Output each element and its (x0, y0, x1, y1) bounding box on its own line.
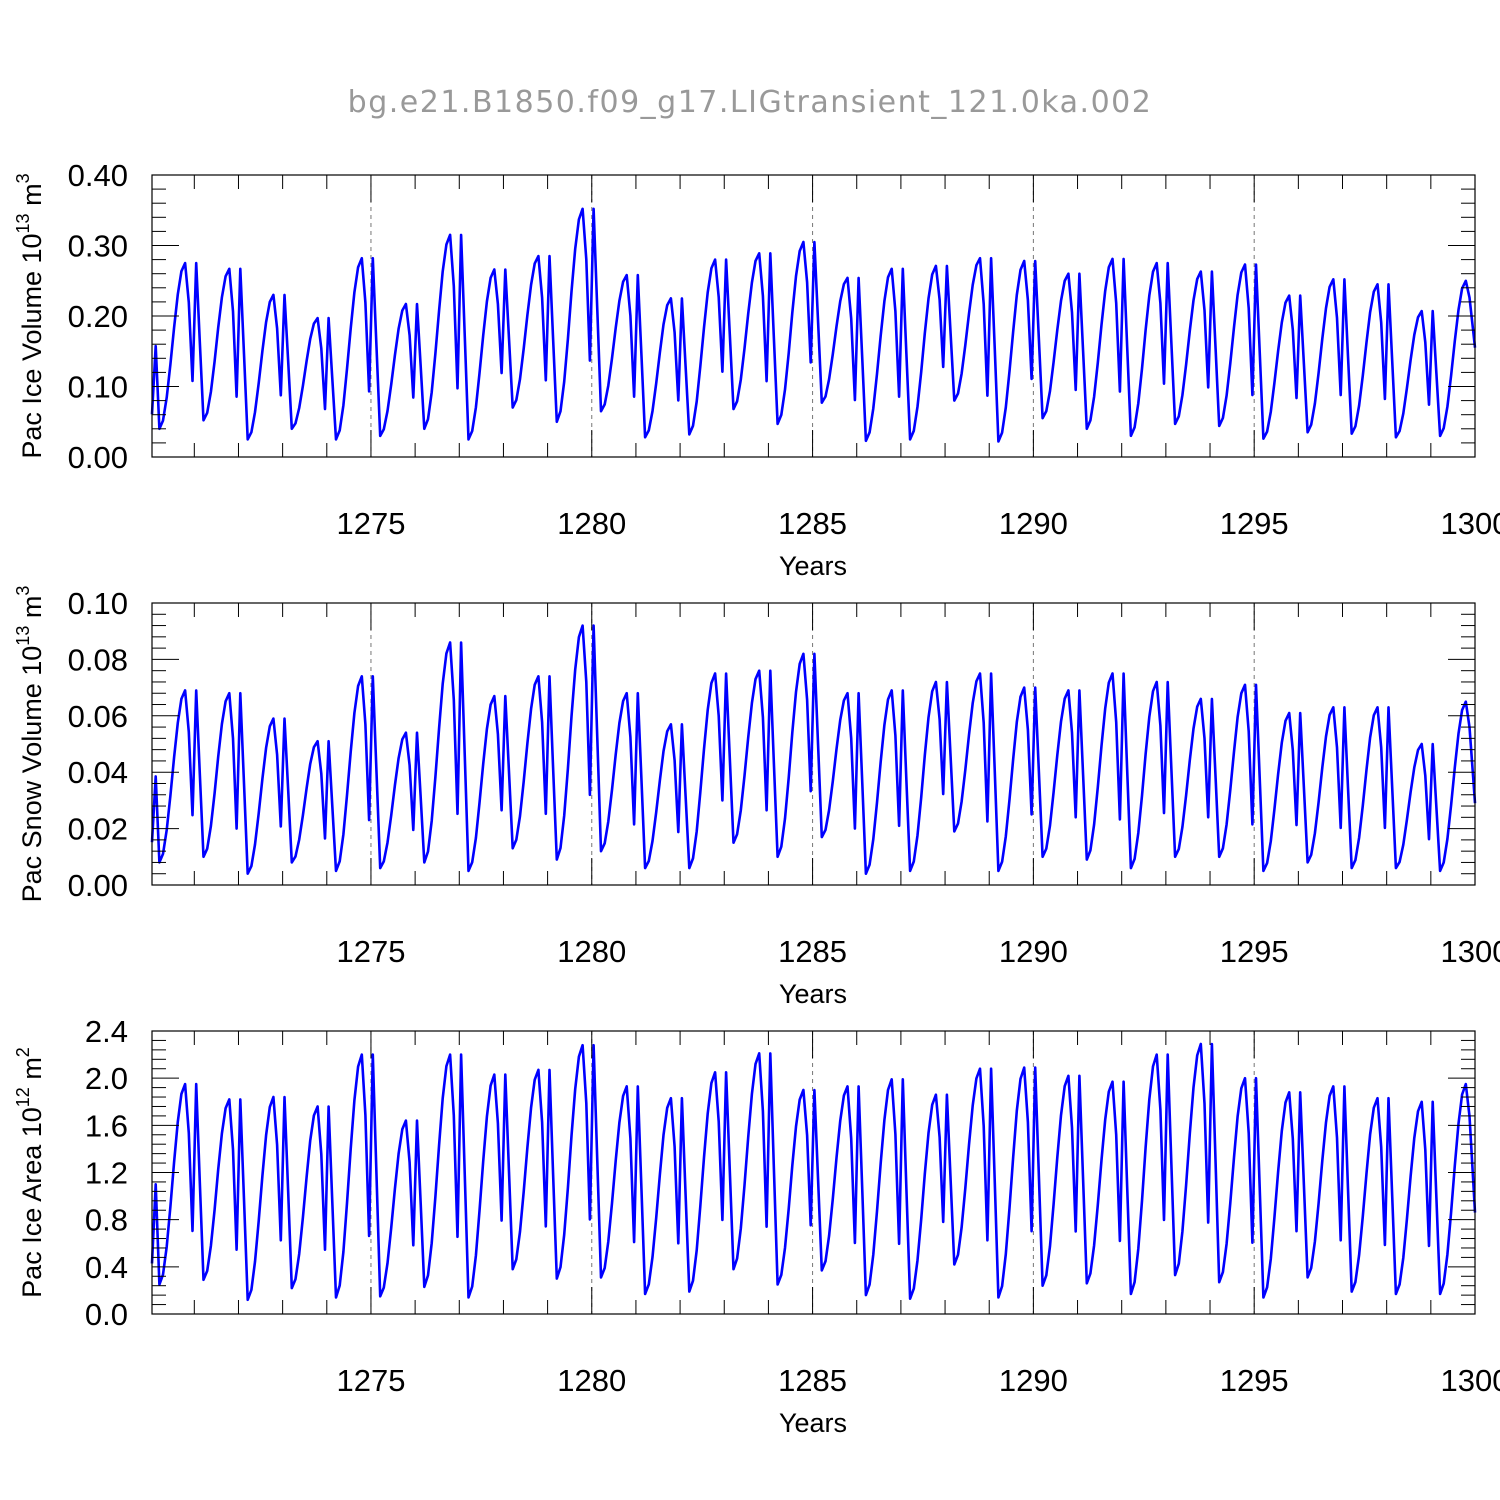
figure-title: bg.e21.B1850.f09_g17.LIGtransient_121.0k… (348, 85, 1153, 120)
x-tick-label: 1285 (778, 934, 847, 969)
x-tick-label: 1280 (557, 934, 626, 969)
y-tick-label: 0.0 (85, 1297, 128, 1332)
x-tick-label: 1295 (1220, 1363, 1289, 1398)
panels: 0.00 0.10 0.20 0.30 0.40 1275 1280 1285 1290 1295… (13, 158, 1500, 1438)
x-tick-label: 1290 (999, 934, 1068, 969)
y-tick-label: 2.0 (85, 1061, 128, 1096)
series-line (150, 1042, 1477, 1302)
y-axis-label-unit-exponent: 3 (13, 173, 33, 183)
y-axis-label-unit: m (17, 596, 47, 626)
y-tick-label: 0.02 (68, 812, 128, 847)
panel-2: 0.00 0.02 0.04 0.06 0.08 0.10 1275 1280 1285 1290… (13, 586, 1500, 1009)
plot-frame (151, 602, 1476, 886)
y-tick-label: 0.08 (68, 642, 128, 677)
x-axis-label: Years (779, 1408, 847, 1438)
y-tick-label: 0.30 (68, 229, 128, 264)
y-axis-label-exponent: 13 (13, 213, 33, 233)
y-tick-label: 0.40 (68, 158, 128, 193)
panel-3: 0.0 0.4 0.8 1.2 1.6 2.0 2.4 1275 1280 1285 1290 129… (13, 1014, 1500, 1438)
x-axis-label: Years (779, 979, 847, 1009)
x-tick-label: 1300 (1441, 1363, 1500, 1398)
y-tick-label: 0.4 (85, 1250, 128, 1285)
y-tick-label: 0.06 (68, 699, 128, 734)
y-axis-label-text: Pac Ice Volume 10 (17, 233, 47, 458)
x-tick-label: 1275 (336, 506, 405, 541)
y-axis-label: Pac Ice Volume 1013 m3 (13, 173, 47, 458)
x-tick-label: 1290 (999, 1363, 1068, 1398)
y-tick-label: 0.04 (68, 755, 128, 790)
y-tick-label: 2.4 (85, 1014, 128, 1049)
y-tick-label: 1.2 (85, 1156, 128, 1191)
x-tick-label: 1300 (1441, 506, 1500, 541)
x-tick-label: 1295 (1220, 506, 1289, 541)
y-axis-label: Pac Ice Area 1012 m2 (13, 1047, 47, 1298)
x-tick-label: 1285 (778, 1363, 847, 1398)
series-line (150, 207, 1477, 443)
x-tick-label: 1300 (1441, 934, 1500, 969)
y-tick-label: 0.10 (68, 370, 128, 405)
series-line (150, 624, 1477, 875)
y-tick-label: 1.6 (85, 1108, 128, 1143)
plot-frame (151, 174, 1476, 458)
y-axis-label-unit-exponent: 3 (13, 586, 33, 596)
y-axis-label: Pac Snow Volume 1013 m3 (13, 586, 47, 903)
y-axis-label-exponent: 13 (13, 626, 33, 646)
x-tick-label: 1285 (778, 506, 847, 541)
y-tick-label: 0.10 (68, 586, 128, 621)
x-tick-label: 1280 (557, 506, 626, 541)
y-axis-label-text: Pac Snow Volume 10 (17, 646, 47, 903)
x-tick-label: 1275 (336, 934, 405, 969)
plot-frame (151, 1030, 1476, 1315)
y-tick-label: 0.20 (68, 299, 128, 334)
y-axis-label-text: Pac Ice Area 10 (17, 1107, 47, 1298)
x-axis-label: Years (779, 551, 847, 581)
y-axis-label-unit: m (17, 183, 47, 213)
y-axis-label-unit: m (17, 1057, 47, 1087)
y-tick-label: 0.00 (68, 440, 128, 475)
x-tick-label: 1295 (1220, 934, 1289, 969)
x-tick-label: 1290 (999, 506, 1068, 541)
y-axis-label-exponent: 12 (13, 1087, 33, 1107)
y-tick-label: 0.00 (68, 868, 128, 903)
y-tick-label: 0.8 (85, 1203, 128, 1238)
panel-1: 0.00 0.10 0.20 0.30 0.40 1275 1280 1285 1290 1295… (13, 158, 1500, 581)
x-tick-label: 1280 (557, 1363, 626, 1398)
x-tick-label: 1275 (336, 1363, 405, 1398)
y-axis-label-unit-exponent: 2 (13, 1047, 33, 1057)
